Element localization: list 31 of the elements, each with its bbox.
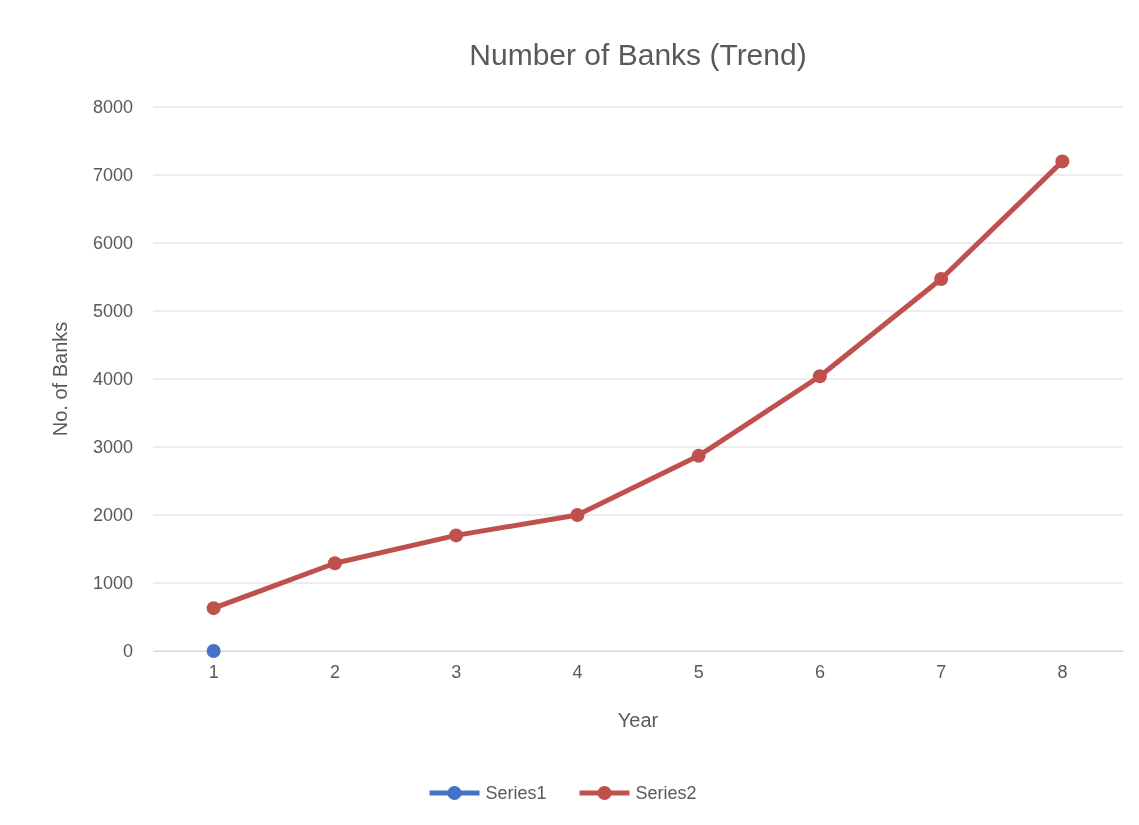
legend-label: Series2 <box>635 783 697 803</box>
point <box>812 369 827 384</box>
x-axis-title: Year <box>617 709 659 731</box>
y-tick-label: 8000 <box>92 97 133 118</box>
point <box>327 556 342 571</box>
y-axis-title: No. of Banks <box>49 321 71 437</box>
chart-title: Number of Banks (Trend) <box>469 38 807 71</box>
x-tick-label: 5 <box>693 661 704 682</box>
y-tick-label: 0 <box>122 641 133 662</box>
x-tick-label: 1 <box>208 661 219 682</box>
x-tick-label: 3 <box>451 661 462 682</box>
x-tick-label: 6 <box>814 661 825 682</box>
y-tick-label: 6000 <box>92 233 133 254</box>
point <box>449 528 464 543</box>
x-tick-label: 8 <box>1057 661 1068 682</box>
point <box>1055 154 1070 169</box>
y-tick-label: 7000 <box>92 165 133 186</box>
legend-label: Series1 <box>485 783 547 803</box>
point <box>691 448 706 463</box>
x-tick-label: 7 <box>936 661 947 682</box>
y-tick-label: 4000 <box>92 369 133 390</box>
point <box>206 601 221 616</box>
y-tick-label: 2000 <box>92 505 133 526</box>
x-tick-label: 2 <box>329 661 340 682</box>
y-tick-label: 3000 <box>92 437 133 458</box>
y-tick-label: 1000 <box>92 573 133 594</box>
point <box>934 272 949 287</box>
point <box>206 644 221 658</box>
y-tick-label: 5000 <box>92 301 133 322</box>
x-tick-label: 4 <box>572 661 583 682</box>
point <box>570 508 585 522</box>
